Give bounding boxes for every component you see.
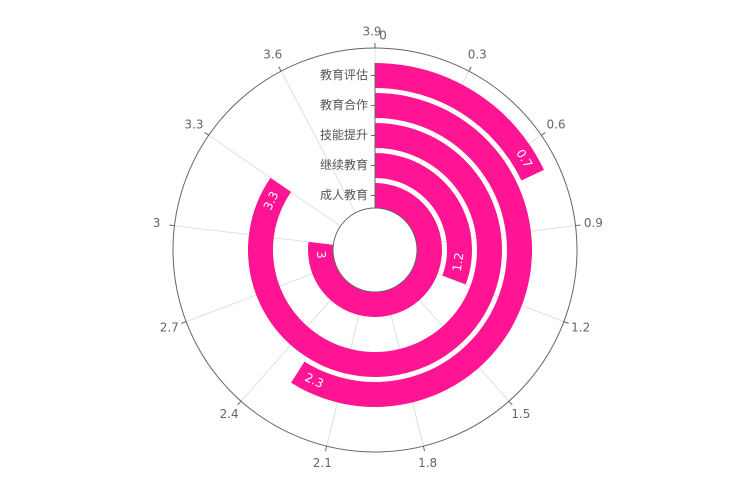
category-label: 教育评估 bbox=[320, 67, 368, 82]
category-label: 成人教育 bbox=[320, 187, 368, 202]
angle-tick bbox=[575, 224, 581, 227]
axis-layer bbox=[169, 43, 581, 453]
angle-tick bbox=[324, 446, 328, 452]
angle-tick-label: 0.3 bbox=[468, 48, 487, 62]
angle-tick bbox=[278, 66, 282, 72]
angle-tick-label: 3.3 bbox=[184, 118, 203, 132]
angle-tick bbox=[540, 131, 546, 136]
label-layer: 0 0.3 0.6 0.9 1.2 1.5 1.8 2.1 2.4 2.7 3 3.3 3.6 3.9 成人… bbox=[153, 25, 603, 471]
angle-tick-label: 2.4 bbox=[220, 407, 239, 421]
angle-tick-label: 0 bbox=[379, 29, 387, 43]
angle-tick-label: 3.6 bbox=[263, 48, 282, 62]
radial-gridline bbox=[280, 70, 356, 214]
angle-tick bbox=[204, 131, 210, 136]
angle-tick-label: 0.6 bbox=[547, 118, 566, 132]
angle-tick bbox=[468, 66, 472, 72]
angle-tick bbox=[563, 321, 569, 324]
angle-tick-label: 1.2 bbox=[571, 321, 590, 335]
category-label: 教育合作 bbox=[320, 97, 368, 112]
bar-教育合作 bbox=[291, 93, 532, 407]
category-label: 技能提升 bbox=[320, 127, 368, 142]
angle-tick-label: 2.1 bbox=[313, 456, 332, 470]
category-label: 继续教育 bbox=[320, 157, 368, 172]
bar-成人教育 bbox=[307, 183, 442, 317]
angle-tick-label: 0.9 bbox=[584, 216, 603, 230]
angle-tick bbox=[422, 446, 426, 452]
data-label: 1.2 bbox=[450, 252, 467, 273]
angle-tick-label: 1.8 bbox=[418, 456, 437, 470]
angle-tick-label: 1.5 bbox=[511, 407, 530, 421]
data-label: 3 bbox=[314, 250, 329, 259]
angle-tick bbox=[508, 400, 513, 406]
angle-tick bbox=[169, 224, 175, 227]
bar-继续教育 bbox=[375, 153, 472, 285]
angle-tick-label: 2.7 bbox=[160, 321, 179, 335]
bar-教育评估 bbox=[375, 63, 544, 181]
angle-tick-label: 3.9 bbox=[362, 25, 381, 39]
bar-layer bbox=[248, 63, 544, 407]
inner-axis-circle bbox=[332, 207, 418, 293]
angle-tick bbox=[181, 321, 187, 324]
angle-tick bbox=[237, 400, 242, 406]
angle-tick-label: 3 bbox=[153, 216, 161, 230]
